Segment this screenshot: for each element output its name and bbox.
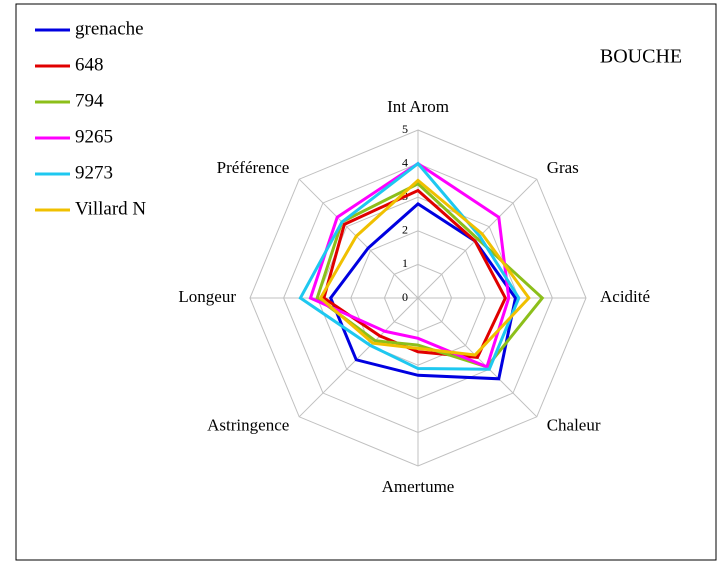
legend-label: 9265 (75, 126, 113, 147)
chart-border (15, 3, 717, 561)
legend-label: 648 (75, 54, 104, 75)
tick-label: 1 (402, 256, 408, 270)
axis-label: Longeur (178, 287, 236, 306)
chart-title: BOUCHE (600, 46, 682, 68)
axis-label: Gras (547, 158, 579, 177)
axis-spoke (298, 297, 419, 418)
axis-label: Astringence (207, 416, 289, 435)
axis-spoke (298, 178, 419, 299)
series-line (298, 161, 521, 371)
tick-label: 4 (402, 155, 408, 169)
legend-label: 9273 (75, 162, 113, 183)
axis-label: Préférence (217, 158, 290, 177)
legend-label: grenache (75, 18, 144, 39)
axis-label: Amertume (382, 477, 455, 496)
series-line (322, 188, 508, 359)
axis-label: Acidité (600, 287, 650, 306)
legend-label: 794 (75, 90, 104, 111)
axis-label: Int Arom (387, 97, 449, 116)
axis-label: Chaleur (547, 416, 601, 435)
series-line (328, 202, 518, 381)
tick-label: 0 (402, 290, 408, 304)
tick-label: 2 (402, 223, 408, 237)
legend-label: Villard N (75, 198, 146, 219)
series-line (318, 178, 531, 357)
tick-label: 5 (402, 122, 408, 136)
